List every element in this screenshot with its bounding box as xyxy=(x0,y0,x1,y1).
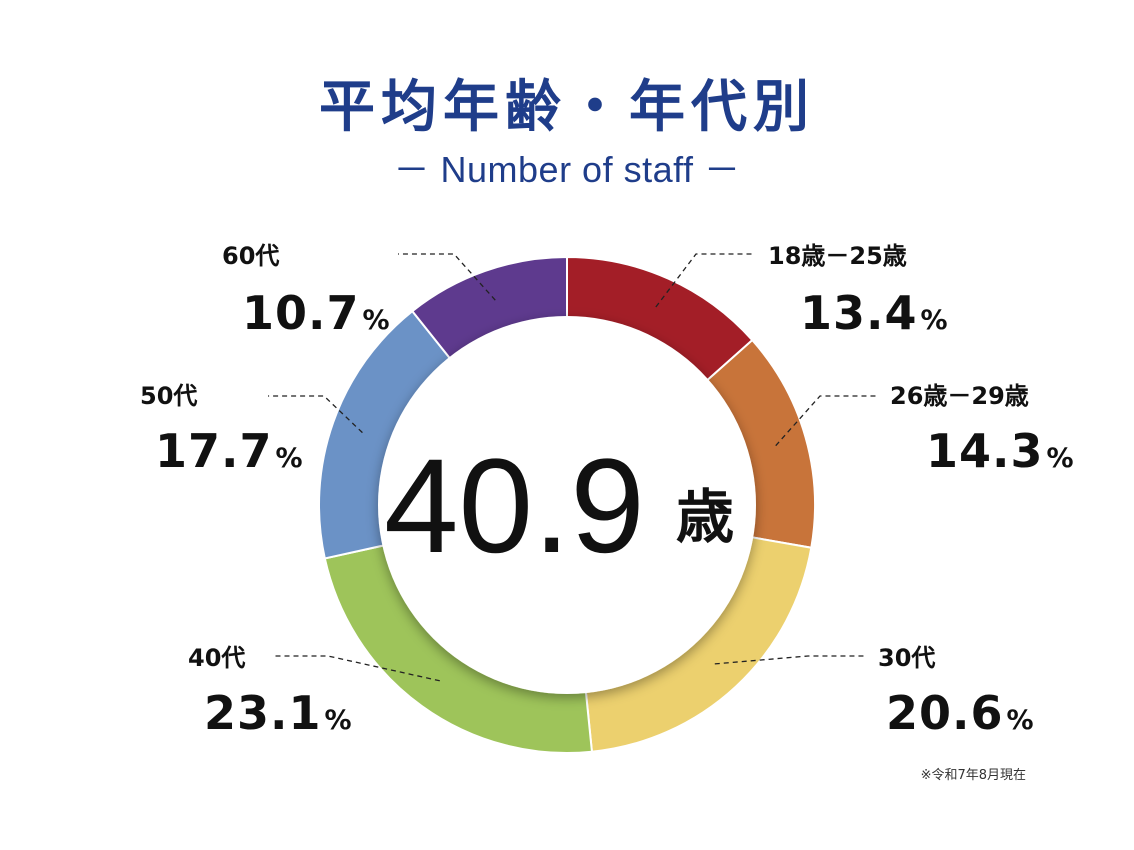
leader-line xyxy=(775,395,876,447)
percent-30s: 20.6% xyxy=(886,690,1035,736)
percent-60s: 10.7% xyxy=(242,290,391,336)
date-note: ※令和7年8月現在 xyxy=(920,768,1026,783)
page-subtitle: － Number of staff － xyxy=(393,149,741,190)
label-50s: 50代 xyxy=(140,382,198,410)
page-title: 平均年齢・年代別 xyxy=(319,75,815,140)
percent-value: 10.7 xyxy=(242,286,360,340)
percent-value: 20.6 xyxy=(886,686,1004,740)
percent-value: 17.7 xyxy=(155,424,273,478)
donut-hole xyxy=(378,316,756,694)
leader-line xyxy=(272,655,440,682)
label-30s: 30代 xyxy=(878,644,936,672)
label-26-29: 26歳－29歳 xyxy=(890,382,1029,410)
leader-line xyxy=(714,655,864,665)
percent-26-29: 14.3% xyxy=(926,428,1075,474)
percent-40s: 23.1% xyxy=(204,690,353,736)
percent-sign: % xyxy=(1006,705,1035,736)
percent-sign: % xyxy=(275,443,304,474)
percent-sign: % xyxy=(1046,443,1075,474)
leader-line xyxy=(655,253,752,308)
percent-value: 13.4 xyxy=(800,286,918,340)
percent-value: 23.1 xyxy=(204,686,322,740)
label-18-25: 18歳－25歳 xyxy=(768,242,907,270)
percent-18-25: 13.4% xyxy=(800,290,949,336)
label-60s: 60代 xyxy=(222,242,280,270)
percent-sign: % xyxy=(362,305,391,336)
percent-50s: 17.7% xyxy=(155,428,304,474)
percent-sign: % xyxy=(324,705,353,736)
percent-sign: % xyxy=(920,305,949,336)
label-40s: 40代 xyxy=(188,644,246,672)
leader-line xyxy=(268,395,363,434)
leader-line xyxy=(398,253,496,301)
average-age-value: 40.9 xyxy=(384,432,645,581)
percent-value: 14.3 xyxy=(926,424,1044,478)
average-age-unit: 歳 xyxy=(676,483,735,551)
